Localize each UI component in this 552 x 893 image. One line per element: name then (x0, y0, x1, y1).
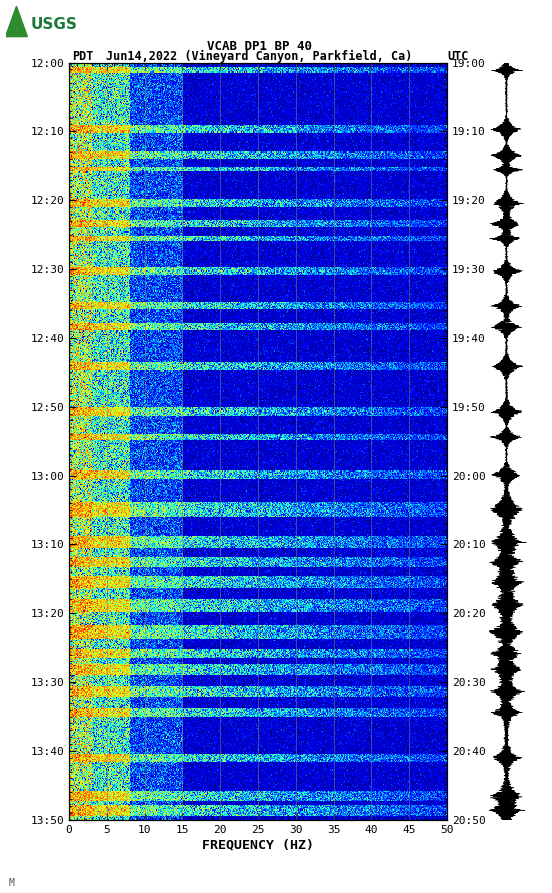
Polygon shape (6, 6, 28, 37)
Text: PDT: PDT (72, 49, 93, 63)
Text: Jun14,2022 (Vineyard Canyon, Parkfield, Ca): Jun14,2022 (Vineyard Canyon, Parkfield, … (106, 49, 413, 63)
Text: USGS: USGS (31, 17, 78, 31)
Text: M: M (8, 878, 14, 888)
X-axis label: FREQUENCY (HZ): FREQUENCY (HZ) (202, 839, 314, 852)
Text: VCAB DP1 BP 40: VCAB DP1 BP 40 (207, 40, 312, 54)
Text: UTC: UTC (447, 49, 469, 63)
